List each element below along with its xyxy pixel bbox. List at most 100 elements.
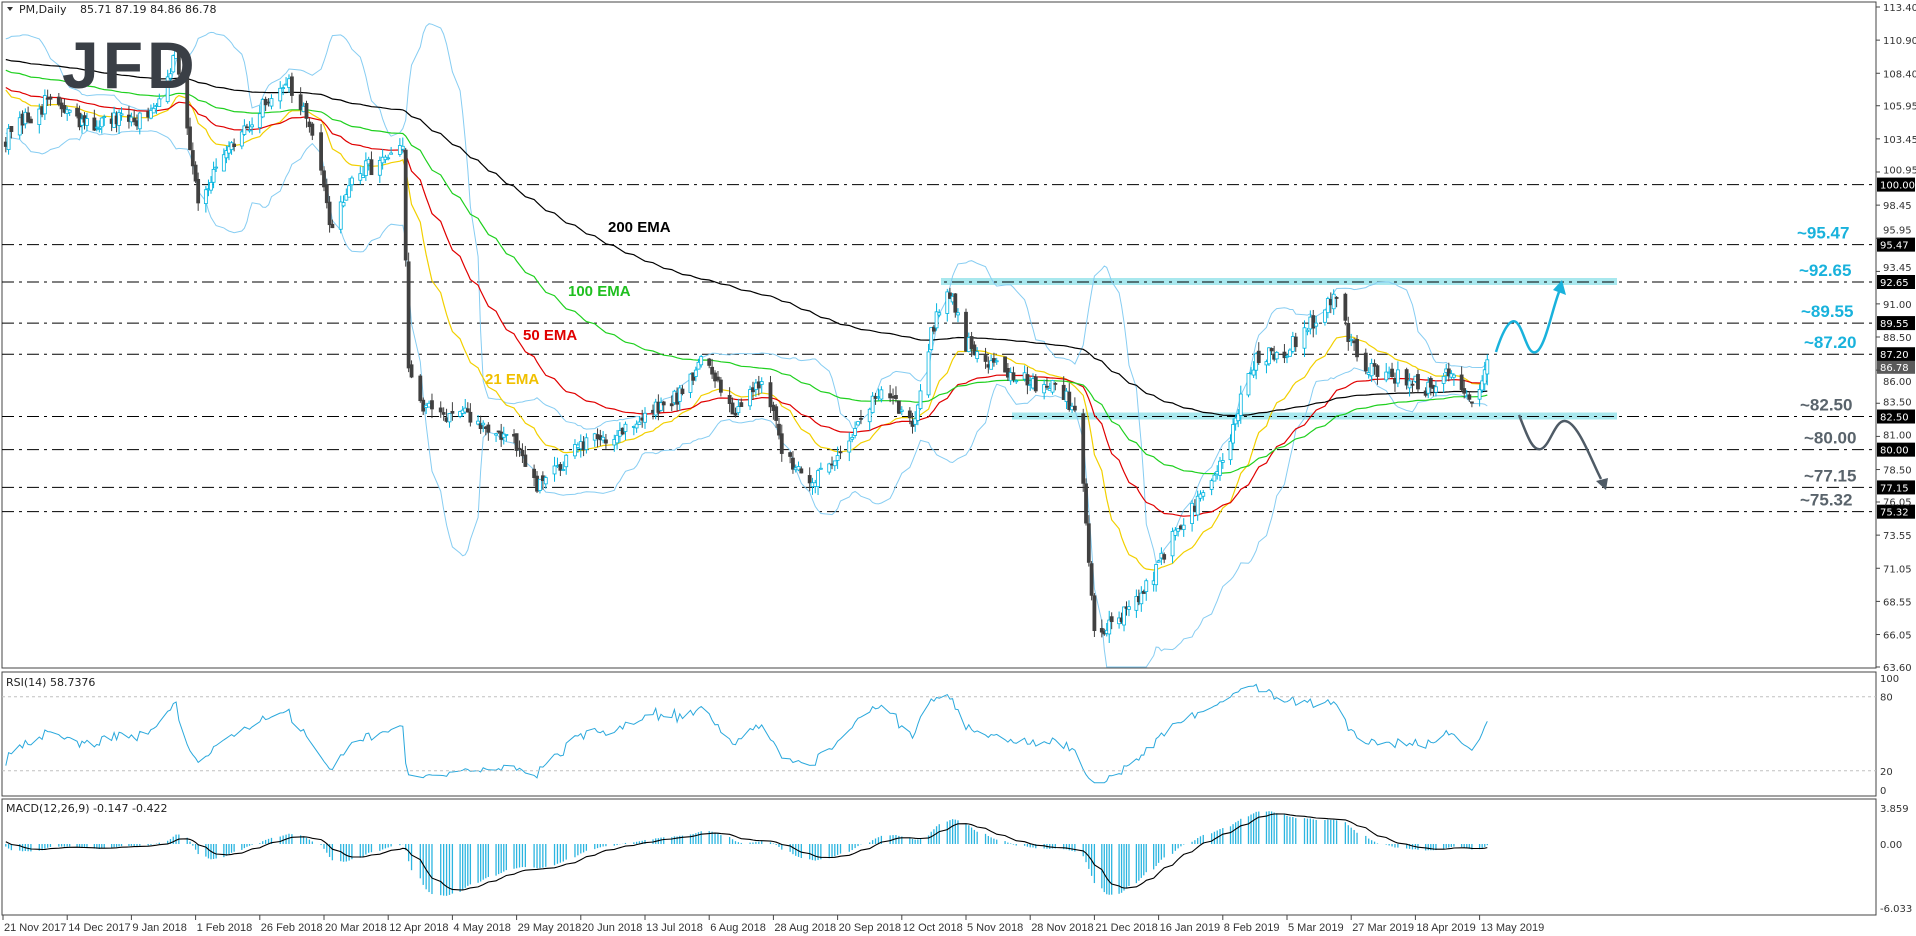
- candle: [85, 112, 89, 132]
- candle: [97, 120, 102, 133]
- candle-body: [623, 423, 628, 432]
- macd-signal-line: [5, 813, 1488, 891]
- candle: [604, 433, 608, 449]
- candle: [1053, 381, 1058, 391]
- candle-body: [190, 150, 195, 167]
- candle: [1467, 391, 1472, 402]
- candle: [879, 386, 884, 403]
- level-annotation: ~80.00: [1804, 429, 1856, 448]
- candle-body: [151, 107, 156, 114]
- price-axis-label: 113.40: [1883, 3, 1916, 14]
- candle: [1482, 361, 1487, 392]
- candle: [1218, 456, 1222, 481]
- level-price-box: [1877, 237, 1915, 252]
- candle: [151, 102, 156, 114]
- candle: [835, 446, 840, 469]
- candle: [859, 409, 863, 425]
- time-axis-label: 26 Feb 2018: [261, 922, 323, 934]
- candle: [278, 81, 283, 109]
- candle: [1446, 362, 1451, 382]
- candle: [1452, 373, 1456, 386]
- candle-body: [94, 126, 99, 129]
- level-annotation: ~92.65: [1799, 261, 1851, 280]
- candle-body: [1209, 480, 1214, 490]
- candle: [447, 413, 452, 428]
- candle-body: [386, 157, 391, 160]
- candle-body: [710, 366, 715, 375]
- candle-body: [699, 356, 704, 366]
- candle: [1154, 563, 1159, 592]
- candle-body: [953, 293, 958, 313]
- time-axis-label: 27 Mar 2019: [1352, 922, 1414, 934]
- candle-body: [1305, 329, 1310, 333]
- candle-body: [42, 95, 47, 115]
- candle: [739, 398, 744, 407]
- candle: [350, 175, 354, 192]
- candle: [1246, 373, 1251, 398]
- time-axis-label: 5 Mar 2019: [1288, 922, 1344, 934]
- candle-body: [1067, 391, 1072, 410]
- candle: [119, 107, 124, 121]
- rsi-axis-label: 100: [1880, 674, 1899, 685]
- candle-body: [756, 381, 761, 389]
- candle-body: [1238, 393, 1243, 416]
- candle-body: [1469, 401, 1474, 404]
- candle-body: [1072, 405, 1077, 411]
- candle: [190, 142, 195, 175]
- macd-axis-label: -6.033: [1880, 904, 1912, 915]
- candle: [918, 384, 923, 411]
- candle-body: [209, 182, 213, 191]
- candle-body: [969, 336, 974, 350]
- candle: [561, 461, 566, 472]
- candle: [1011, 366, 1016, 383]
- candle: [468, 403, 473, 427]
- ema-label: 200 EMA: [608, 219, 671, 236]
- candle: [319, 124, 323, 176]
- price-axis-label: 88.50: [1883, 333, 1912, 344]
- time-axis-label: 20 Jun 2018: [582, 922, 643, 934]
- candle-body: [1251, 369, 1256, 376]
- candle: [496, 430, 501, 434]
- candle: [67, 109, 72, 117]
- candle: [623, 421, 628, 441]
- candle-body: [9, 126, 14, 132]
- dropdown-triangle-icon[interactable]: [7, 7, 13, 11]
- candle-body: [1311, 315, 1316, 329]
- candle-body: [1033, 376, 1038, 392]
- level-price-box: [1877, 347, 1915, 362]
- ema-label: 50 EMA: [523, 327, 577, 344]
- candle: [409, 360, 414, 379]
- candle-body: [1107, 619, 1112, 635]
- candle-body: [176, 47, 181, 75]
- candle-body: [514, 433, 519, 451]
- time-axis-label: 9 Jan 2018: [132, 922, 186, 934]
- candle-body: [1236, 413, 1241, 422]
- candle-body: [1282, 351, 1287, 359]
- candle-body: [468, 411, 473, 423]
- candle-body: [99, 117, 104, 128]
- price-axis-label: 100.95: [1883, 166, 1916, 177]
- candle: [257, 105, 262, 134]
- rsi-panel: [1, 671, 1877, 797]
- candle-body: [157, 98, 162, 107]
- candle-body: [171, 55, 176, 73]
- candle-body: [1134, 595, 1139, 611]
- candle: [1390, 362, 1394, 378]
- price-axis-label: 63.60: [1883, 663, 1912, 674]
- support-resistance-zone: [1012, 412, 1617, 420]
- level-price-box-label: 77.15: [1880, 483, 1909, 494]
- candle-body: [48, 96, 53, 100]
- candle: [56, 92, 61, 107]
- price-axis-label: 95.95: [1883, 226, 1912, 237]
- candle: [298, 87, 303, 116]
- candle-body: [168, 73, 173, 79]
- candle: [693, 366, 698, 382]
- candle-body: [696, 361, 701, 370]
- candle-body: [818, 467, 823, 470]
- candle-body: [1246, 373, 1251, 396]
- candle-body: [604, 439, 608, 444]
- level-price-box: [1877, 442, 1915, 457]
- price-axis-label: 110.90: [1883, 36, 1916, 47]
- candle-body: [615, 434, 619, 444]
